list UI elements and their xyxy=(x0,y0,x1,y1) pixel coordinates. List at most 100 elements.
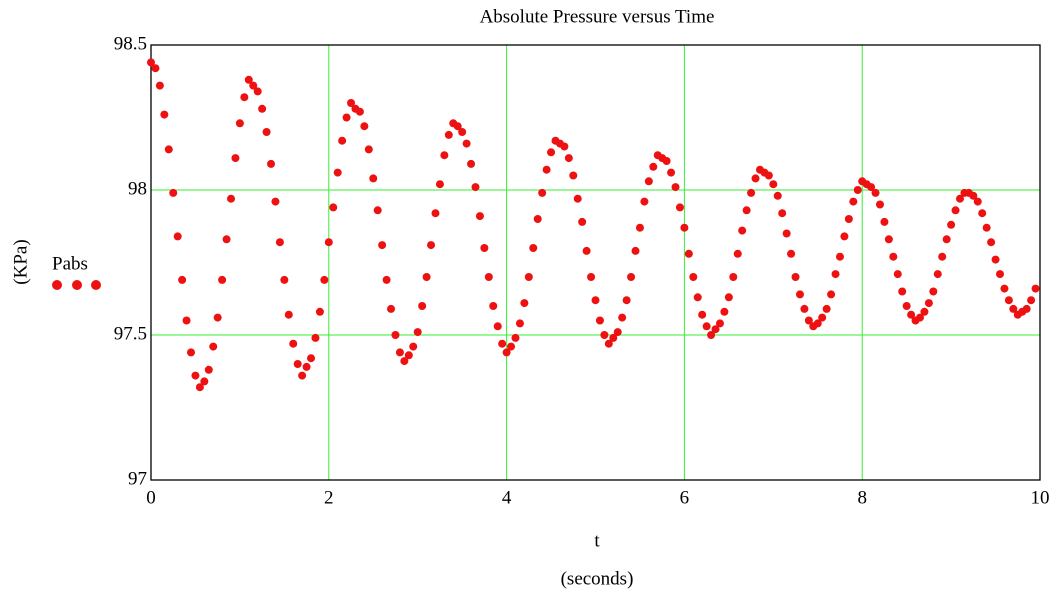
data-point xyxy=(182,316,191,325)
data-point xyxy=(373,206,382,215)
data-point xyxy=(222,235,231,244)
data-point xyxy=(840,232,849,241)
data-point xyxy=(493,322,502,331)
data-point xyxy=(711,325,720,334)
data-point xyxy=(693,293,702,302)
data-point xyxy=(293,360,302,368)
data-point xyxy=(827,290,836,299)
data-point xyxy=(413,328,422,337)
x-tick-label: 4 xyxy=(502,487,512,508)
data-point xyxy=(529,244,538,252)
data-point xyxy=(640,197,649,206)
y-tick-label: 98 xyxy=(128,178,147,199)
data-point xyxy=(267,159,276,168)
data-point xyxy=(187,348,196,357)
data-point xyxy=(547,148,556,157)
data-point xyxy=(253,87,262,96)
data-point xyxy=(289,339,298,348)
data-point xyxy=(702,322,711,331)
data-point xyxy=(893,270,902,279)
data-point xyxy=(782,229,791,238)
data-point xyxy=(507,342,516,351)
data-point xyxy=(342,113,351,122)
data-point xyxy=(164,145,173,154)
data-point xyxy=(484,273,493,281)
chart-title: Absolute Pressure versus Time xyxy=(480,6,715,27)
data-point xyxy=(667,168,676,177)
data-point xyxy=(644,177,653,186)
data-point xyxy=(302,362,311,371)
data-point xyxy=(880,217,889,226)
data-point xyxy=(440,151,449,160)
data-point xyxy=(991,255,1000,264)
data-point xyxy=(947,220,956,229)
data-point xyxy=(582,246,591,255)
data-point xyxy=(382,275,391,284)
data-point xyxy=(622,296,631,305)
data-point xyxy=(244,75,253,84)
data-point xyxy=(173,232,182,241)
data-point xyxy=(818,313,827,322)
data-point xyxy=(871,188,880,197)
data-point xyxy=(404,351,413,360)
data-point xyxy=(778,209,787,218)
data-point xyxy=(453,122,462,131)
data-point xyxy=(209,342,218,351)
data-point xyxy=(191,371,200,380)
legend-label: Pabs xyxy=(52,253,88,274)
data-point xyxy=(578,217,587,226)
data-point xyxy=(444,130,453,139)
data-point xyxy=(284,310,293,319)
data-point xyxy=(720,307,729,316)
data-point xyxy=(822,304,831,313)
data-point xyxy=(280,275,289,284)
data-point xyxy=(422,273,431,281)
data-point xyxy=(831,270,840,279)
data-point xyxy=(955,194,964,203)
data-point xyxy=(773,191,782,200)
data-point xyxy=(649,162,658,171)
data-point xyxy=(995,270,1004,279)
data-point xyxy=(231,154,240,163)
data-point xyxy=(662,157,671,165)
data-point xyxy=(391,331,400,339)
data-point xyxy=(324,238,333,247)
data-point xyxy=(249,81,258,90)
data-point xyxy=(151,64,160,73)
data-point xyxy=(329,203,338,212)
data-point xyxy=(987,238,996,247)
data-point xyxy=(907,310,916,319)
data-point xyxy=(347,99,356,107)
data-point xyxy=(169,188,178,197)
data-point xyxy=(147,58,155,67)
data-point xyxy=(978,209,987,218)
x-tick-label: 10 xyxy=(1031,487,1050,508)
data-point xyxy=(227,194,236,203)
data-point xyxy=(813,319,822,328)
data-point xyxy=(458,128,467,136)
data-point xyxy=(738,226,747,235)
data-point xyxy=(155,81,164,90)
data-point xyxy=(751,174,760,183)
data-point xyxy=(560,142,569,151)
data-point xyxy=(884,235,893,244)
data-point xyxy=(524,273,533,281)
data-point xyxy=(587,273,596,281)
y-tick-label: 97 xyxy=(128,468,147,489)
data-point xyxy=(867,183,876,192)
data-point xyxy=(889,252,898,261)
legend-marker xyxy=(52,280,62,290)
x-tick-label: 2 xyxy=(324,487,334,508)
data-point xyxy=(684,249,693,258)
data-point xyxy=(933,270,942,279)
data-point xyxy=(378,241,387,250)
data-point xyxy=(804,316,813,325)
data-point xyxy=(938,252,947,261)
x-tick-label: 8 xyxy=(857,487,867,508)
data-point xyxy=(747,188,756,197)
data-point xyxy=(609,333,618,342)
data-point xyxy=(435,180,444,189)
data-point xyxy=(515,319,524,328)
